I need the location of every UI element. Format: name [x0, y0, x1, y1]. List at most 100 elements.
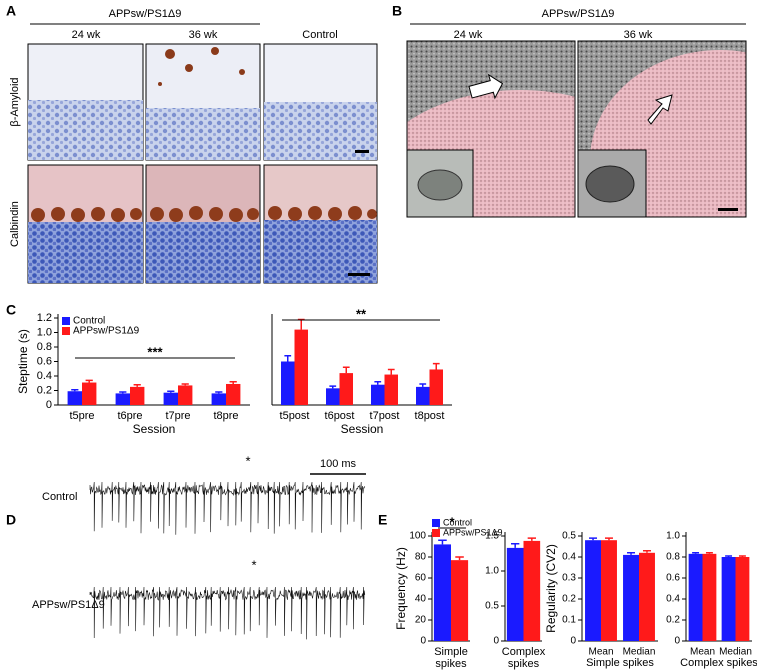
error-bar — [133, 383, 141, 387]
x-tick-label: t5pre — [69, 410, 94, 422]
x-tick-label: t8post — [415, 410, 445, 422]
y-tick-label: 0.6 — [37, 355, 52, 367]
error-bar — [419, 383, 427, 387]
y-tick-label: 0.5 — [562, 531, 576, 542]
marker: * — [251, 557, 256, 572]
column-label: 24 wk — [454, 29, 483, 41]
x-tick-label: t6pre — [117, 410, 142, 422]
error-bar — [181, 383, 189, 386]
error-bar — [387, 368, 395, 375]
micrographs-b — [406, 40, 747, 218]
bar — [326, 388, 340, 405]
bar — [523, 540, 541, 641]
group-label: APPsw/PS1Δ9 — [109, 8, 182, 20]
bar — [211, 393, 226, 405]
y-tick-label: 20 — [415, 615, 427, 626]
bar — [416, 386, 430, 405]
y-tick-label: 0.3 — [562, 573, 576, 584]
x-axis-label: spikes — [508, 658, 540, 670]
column-label: 24 wk — [72, 29, 101, 41]
y-tick-label: 40 — [415, 594, 427, 605]
error-bar — [284, 354, 292, 362]
y-tick-label: 1.2 — [37, 312, 52, 324]
x-tick-label: t8pre — [213, 410, 238, 422]
trace-label: APPsw/PS1Δ9 — [32, 599, 105, 611]
error-bar — [119, 391, 127, 394]
x-tick-label: t6post — [325, 410, 355, 422]
scale-bar-label: 100 ms — [320, 458, 357, 470]
bar — [371, 384, 385, 405]
bar — [585, 540, 601, 641]
x-tick-label: t7post — [370, 410, 400, 422]
error-bar — [215, 391, 223, 394]
y-tick-label: 0.4 — [666, 594, 680, 605]
error-bar — [455, 556, 464, 561]
legend-swatch — [62, 327, 70, 335]
annotation: ** — [356, 306, 367, 321]
legend-label: APPsw/PS1Δ9 — [73, 326, 140, 337]
y-tick-label: 0.8 — [666, 552, 680, 563]
panel-label: D — [6, 512, 16, 528]
legend-label: Control — [443, 517, 472, 527]
error-bar — [692, 552, 700, 554]
bar — [721, 557, 736, 641]
bar — [506, 547, 524, 641]
error-bar — [589, 537, 598, 541]
bar — [130, 386, 145, 405]
y-axis-label: Frequency (Hz) — [394, 547, 408, 630]
bar — [735, 557, 750, 641]
bar — [639, 552, 655, 641]
bar — [623, 554, 639, 641]
y-tick-label: 0.1 — [562, 615, 576, 626]
y-tick-label: 1.0 — [485, 566, 499, 577]
y-tick-label: 0 — [46, 399, 52, 411]
bar — [67, 391, 82, 405]
x-tick-label: Mean — [690, 647, 715, 658]
y-tick-label: 1.0 — [37, 326, 52, 338]
bar — [601, 540, 617, 641]
x-axis-label: Complex — [502, 646, 546, 658]
y-tick-label: 80 — [415, 552, 427, 563]
y-axis-label: Regularity (CV2) — [544, 544, 558, 633]
y-tick-label: 100 — [409, 531, 426, 542]
legend-swatch — [62, 317, 70, 325]
error-bar — [705, 552, 713, 554]
bar — [294, 329, 308, 405]
trace — [89, 586, 366, 640]
bar — [178, 385, 193, 405]
error-bar — [438, 539, 447, 545]
panel-label: C — [6, 302, 16, 318]
y-tick-label: 0.5 — [485, 601, 499, 612]
error-bar — [374, 381, 382, 385]
error-bar — [329, 385, 337, 389]
x-axis-label: Session — [133, 422, 176, 436]
legend-swatch — [432, 519, 440, 527]
bar — [384, 374, 398, 405]
y-tick-label: 0.2 — [37, 384, 52, 396]
column-label: Control — [302, 29, 337, 41]
x-axis-label: Simple — [434, 646, 468, 658]
row-label: β-Amyloid — [9, 77, 21, 126]
error-bar — [527, 537, 536, 541]
y-tick-label: 0 — [674, 636, 680, 647]
bar — [281, 361, 295, 405]
error-bar — [167, 390, 175, 393]
y-tick-label: 0.2 — [666, 615, 680, 626]
y-tick-label: 60 — [415, 573, 427, 584]
error-bar — [725, 555, 733, 557]
y-tick-label: 0 — [420, 636, 426, 647]
trace — [89, 481, 366, 535]
bar — [339, 373, 353, 405]
y-tick-label: 1.0 — [666, 531, 680, 542]
x-axis-label: Simple spikes — [586, 657, 654, 669]
error-bar — [297, 318, 305, 330]
y-tick-label: 0.6 — [666, 573, 680, 584]
error-bar — [642, 549, 651, 553]
y-tick-label: 0.4 — [37, 370, 52, 382]
legend-label: APPsw/PS1Δ9 — [443, 527, 503, 537]
error-bar — [432, 362, 440, 370]
y-tick-label: 0.2 — [562, 594, 576, 605]
error-bar — [342, 366, 350, 374]
error-bar — [604, 537, 613, 541]
y-tick-label: 1.5 — [485, 531, 499, 542]
